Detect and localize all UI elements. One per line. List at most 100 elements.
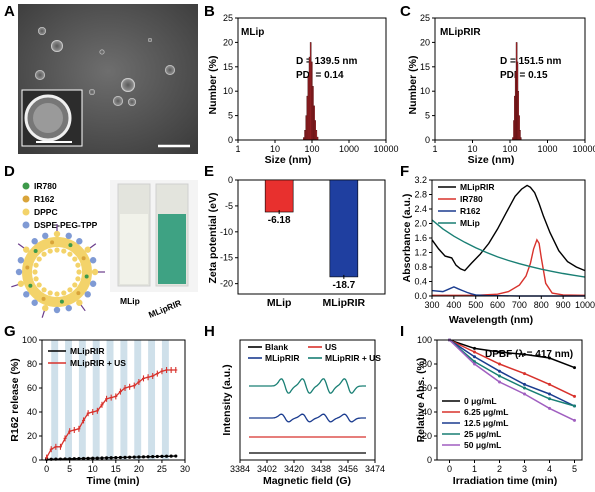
peg-chain <box>17 243 25 249</box>
chart-f-x-tick-label: 700 <box>512 300 527 310</box>
payload-molecule <box>25 265 30 270</box>
chart-b-x-tick-label: 10000 <box>373 144 398 154</box>
chart-g-point <box>146 455 150 459</box>
chart-g-y-tick-label: 40 <box>27 407 37 417</box>
lipid-head-outer <box>65 232 72 240</box>
chart-g-y-label: R162 release (%) <box>9 358 21 441</box>
chart-g-point <box>104 456 109 460</box>
lipid-head-inner <box>67 287 73 293</box>
chart-i-legend-label: 25 μg/mL <box>464 429 501 439</box>
panel-letter-c: C <box>400 3 411 20</box>
payload-molecule <box>81 256 86 261</box>
chart-f-y-tick-label: 2.0 <box>414 219 427 229</box>
chart-c-y-tick-label: 10 <box>420 86 430 96</box>
lipid-head-inner <box>33 276 39 282</box>
chart-i-frame <box>436 339 583 461</box>
chart-i-point <box>523 386 526 390</box>
chart-b-bar <box>312 86 314 141</box>
chart-c-y-tick-label: 15 <box>420 62 430 72</box>
peg-chain <box>11 284 19 288</box>
peg-chain <box>80 304 86 312</box>
chart-c-x-label: Size (nm) <box>468 154 515 166</box>
chart-f-y-tick-label: 0.0 <box>414 291 427 301</box>
chart-c-annotation-pdi: PDI = 0.15 <box>500 70 548 81</box>
lipid-head-inner <box>41 287 47 293</box>
chart-c-x-tick-label: 10 <box>467 144 477 154</box>
lipid-head-outer <box>42 304 49 312</box>
chart-h-x-tick-label: 3438 <box>311 464 331 474</box>
chart-g-point <box>86 456 90 460</box>
lipid-head-inner <box>41 251 47 257</box>
chart-g-point <box>128 455 132 459</box>
lipid-head-inner <box>67 251 73 257</box>
chart-g-point <box>72 457 76 461</box>
chart-g-point <box>160 454 164 458</box>
legend-label-dppc: DPPC <box>34 207 58 217</box>
chart-f-series-line <box>431 219 586 278</box>
chart-i-series-line <box>448 339 575 422</box>
panel-letter-h: H <box>204 323 215 340</box>
chart-i-point <box>473 362 476 366</box>
chart-i-point <box>573 366 576 370</box>
chart-c-x-tick-label: 1 <box>432 144 437 154</box>
lipid-head-outer <box>17 257 25 264</box>
chart-g-us-band <box>65 340 72 460</box>
chart-b-annotation-d: D = 139.5 nm <box>296 56 358 67</box>
chart-f-x-tick-label: 500 <box>468 300 483 310</box>
chart-e-y-tick-label: -15 <box>220 253 233 263</box>
chart-f-frame <box>431 179 586 297</box>
chart-g-x-tick-label: 25 <box>157 464 167 474</box>
payload-molecule <box>41 296 46 301</box>
chart-c-y-tick-label: 25 <box>420 13 430 23</box>
lipid-head-outer <box>53 230 61 238</box>
lipid-head-inner <box>32 269 38 275</box>
chart-h-x-tick-label: 3384 <box>230 464 250 474</box>
chart-i-point <box>523 372 526 376</box>
lipid-head-outer <box>84 246 91 253</box>
lipid-head-outer <box>91 268 99 276</box>
chart-i-point <box>548 406 551 410</box>
lipid-head-outer <box>23 246 30 253</box>
panel-letter-e: E <box>204 163 214 180</box>
chart-h-x-tick-label: 3402 <box>257 464 277 474</box>
chart-g-us-band <box>134 340 142 460</box>
chart-i-y-tick-label: 80 <box>422 359 432 369</box>
lipid-head-inner <box>75 276 81 282</box>
chart-g-point <box>141 455 146 459</box>
chart-g-x-tick-label: 30 <box>180 464 190 474</box>
chart-g-point <box>155 454 159 459</box>
chart-g-point <box>81 456 86 461</box>
legend-dot-dppc <box>22 208 30 216</box>
chart-g-point <box>137 455 141 459</box>
legend-dot-r162 <box>22 195 30 203</box>
lipid-head-inner <box>33 262 39 268</box>
chart-b-bar <box>315 130 318 141</box>
vesicle-particles <box>35 27 175 106</box>
chart-g-point <box>114 456 118 460</box>
liposome-drawing <box>11 224 105 318</box>
lipid-head-outer <box>17 280 25 287</box>
chart-i-point <box>473 346 476 350</box>
chart-b-x-tick-label: 1 <box>235 144 240 154</box>
lipid-head-outer <box>84 291 91 298</box>
chart-g-point <box>118 455 123 460</box>
chart-c-title: MLipRIR <box>440 27 481 38</box>
chart-b-bar <box>304 130 306 141</box>
chart-g-point <box>132 455 136 459</box>
chart-g-us-band <box>51 340 59 460</box>
lipid-head-outer <box>23 291 30 298</box>
chart-g-point <box>164 454 169 458</box>
chart-g-legend-label: MLipRIR <box>70 346 104 356</box>
tem-micrograph <box>18 4 198 154</box>
chart-g-y-tick-label: 0 <box>32 455 37 465</box>
chart-i-point <box>498 369 501 373</box>
chart-c-x-tick-label: 10000 <box>572 144 595 154</box>
lipid-head-inner <box>54 247 60 253</box>
chart-i-x-tick-label: 4 <box>547 464 552 474</box>
chart-i-point <box>548 392 551 396</box>
chart-f-y-tick-label: 1.2 <box>414 248 427 258</box>
panel-letter-d: D <box>4 163 15 180</box>
chart-g-x-tick-label: 15 <box>111 464 121 474</box>
chart-h-legend-label: US <box>325 342 337 352</box>
